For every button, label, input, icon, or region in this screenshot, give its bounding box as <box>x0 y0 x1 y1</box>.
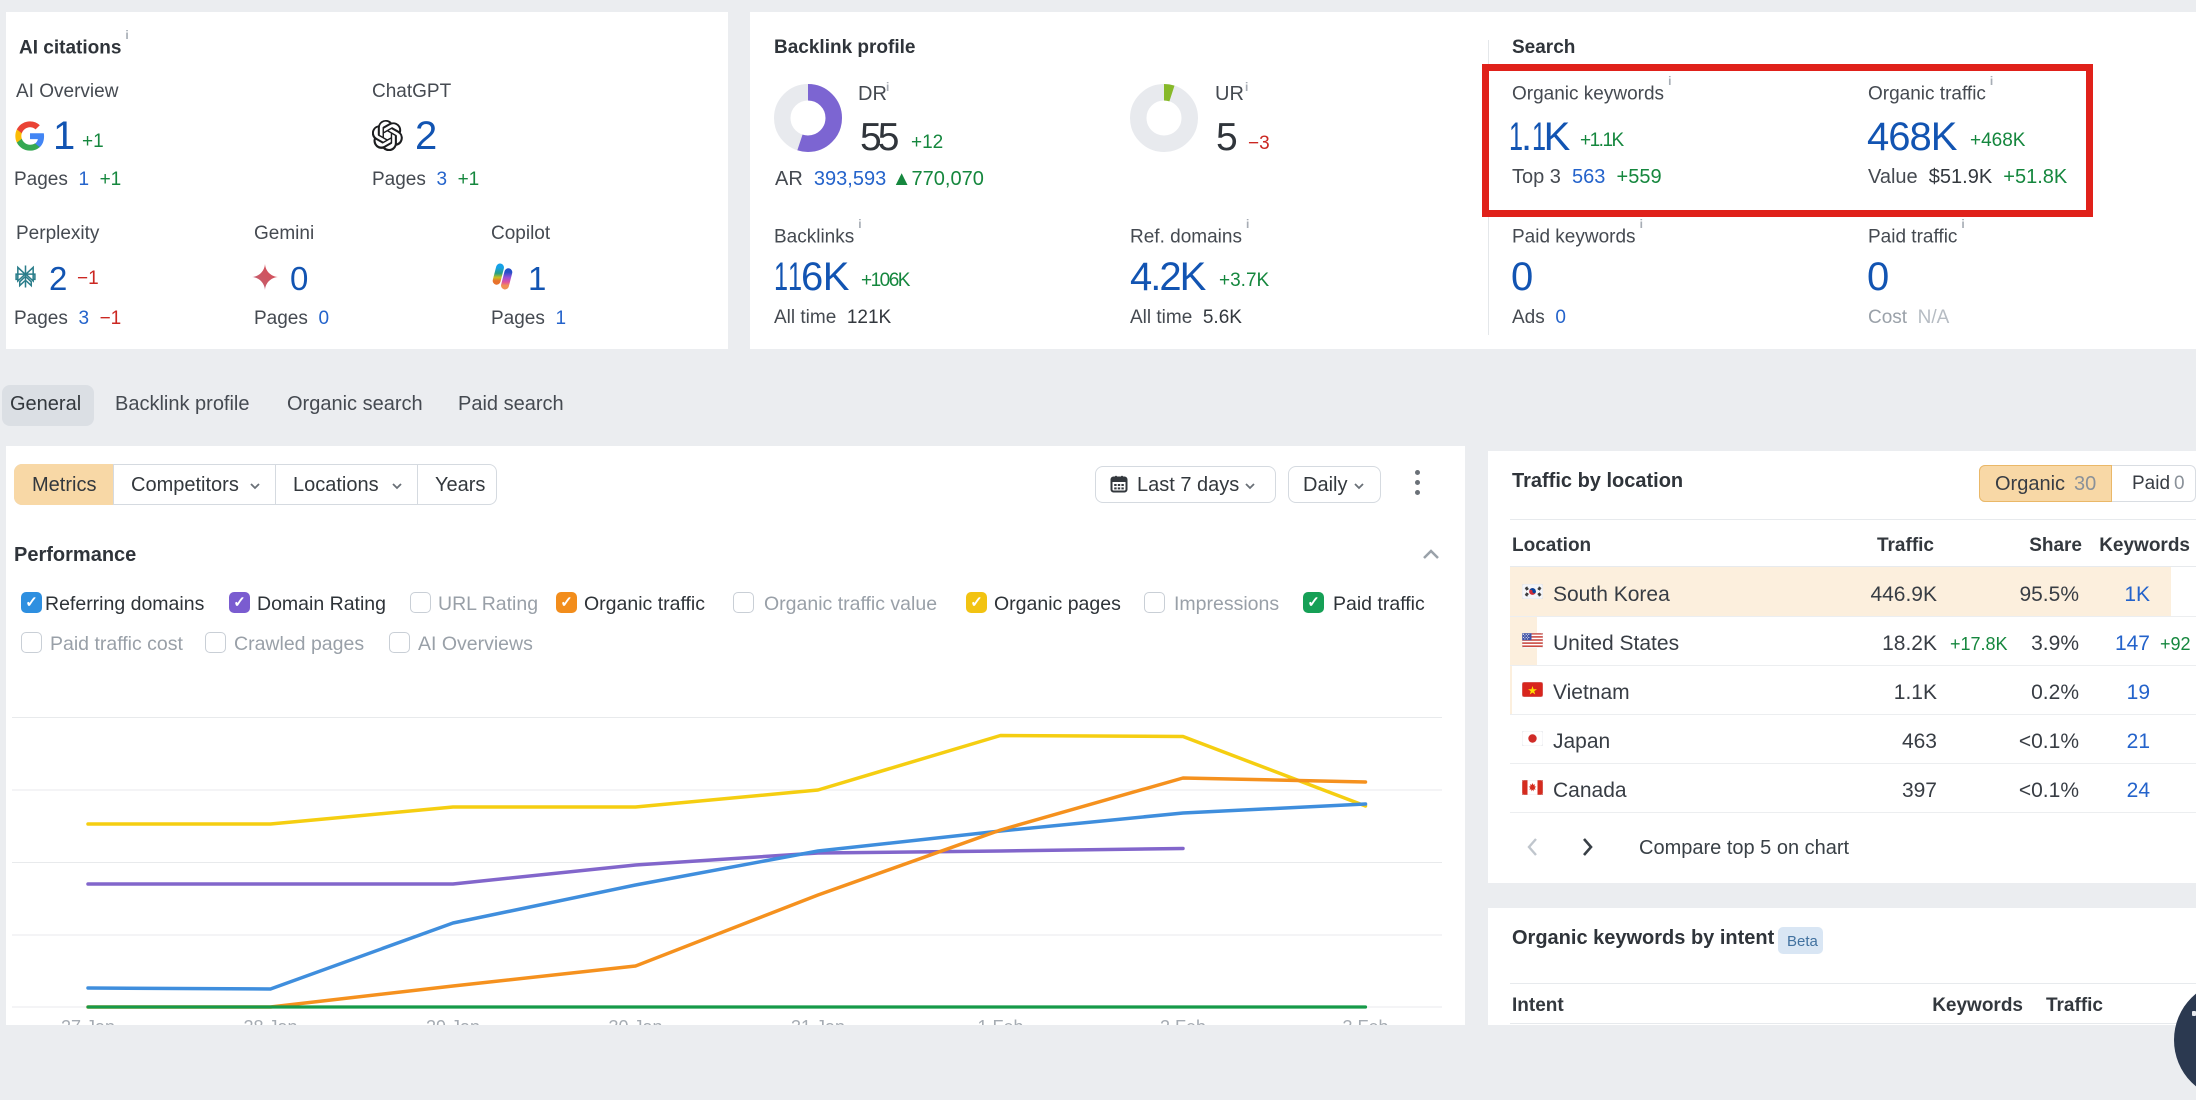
svg-text:2 Feb: 2 Feb <box>1160 1017 1206 1025</box>
svg-text:3 Feb: 3 Feb <box>1342 1017 1388 1025</box>
svg-text:28 Jan: 28 Jan <box>243 1017 297 1025</box>
svg-text:30 Jan: 30 Jan <box>608 1017 662 1025</box>
svg-text:31 Jan: 31 Jan <box>791 1017 845 1025</box>
svg-text:1 Feb: 1 Feb <box>977 1017 1023 1025</box>
svg-text:29 Jan: 29 Jan <box>426 1017 480 1025</box>
svg-text:27 Jan: 27 Jan <box>61 1017 115 1025</box>
